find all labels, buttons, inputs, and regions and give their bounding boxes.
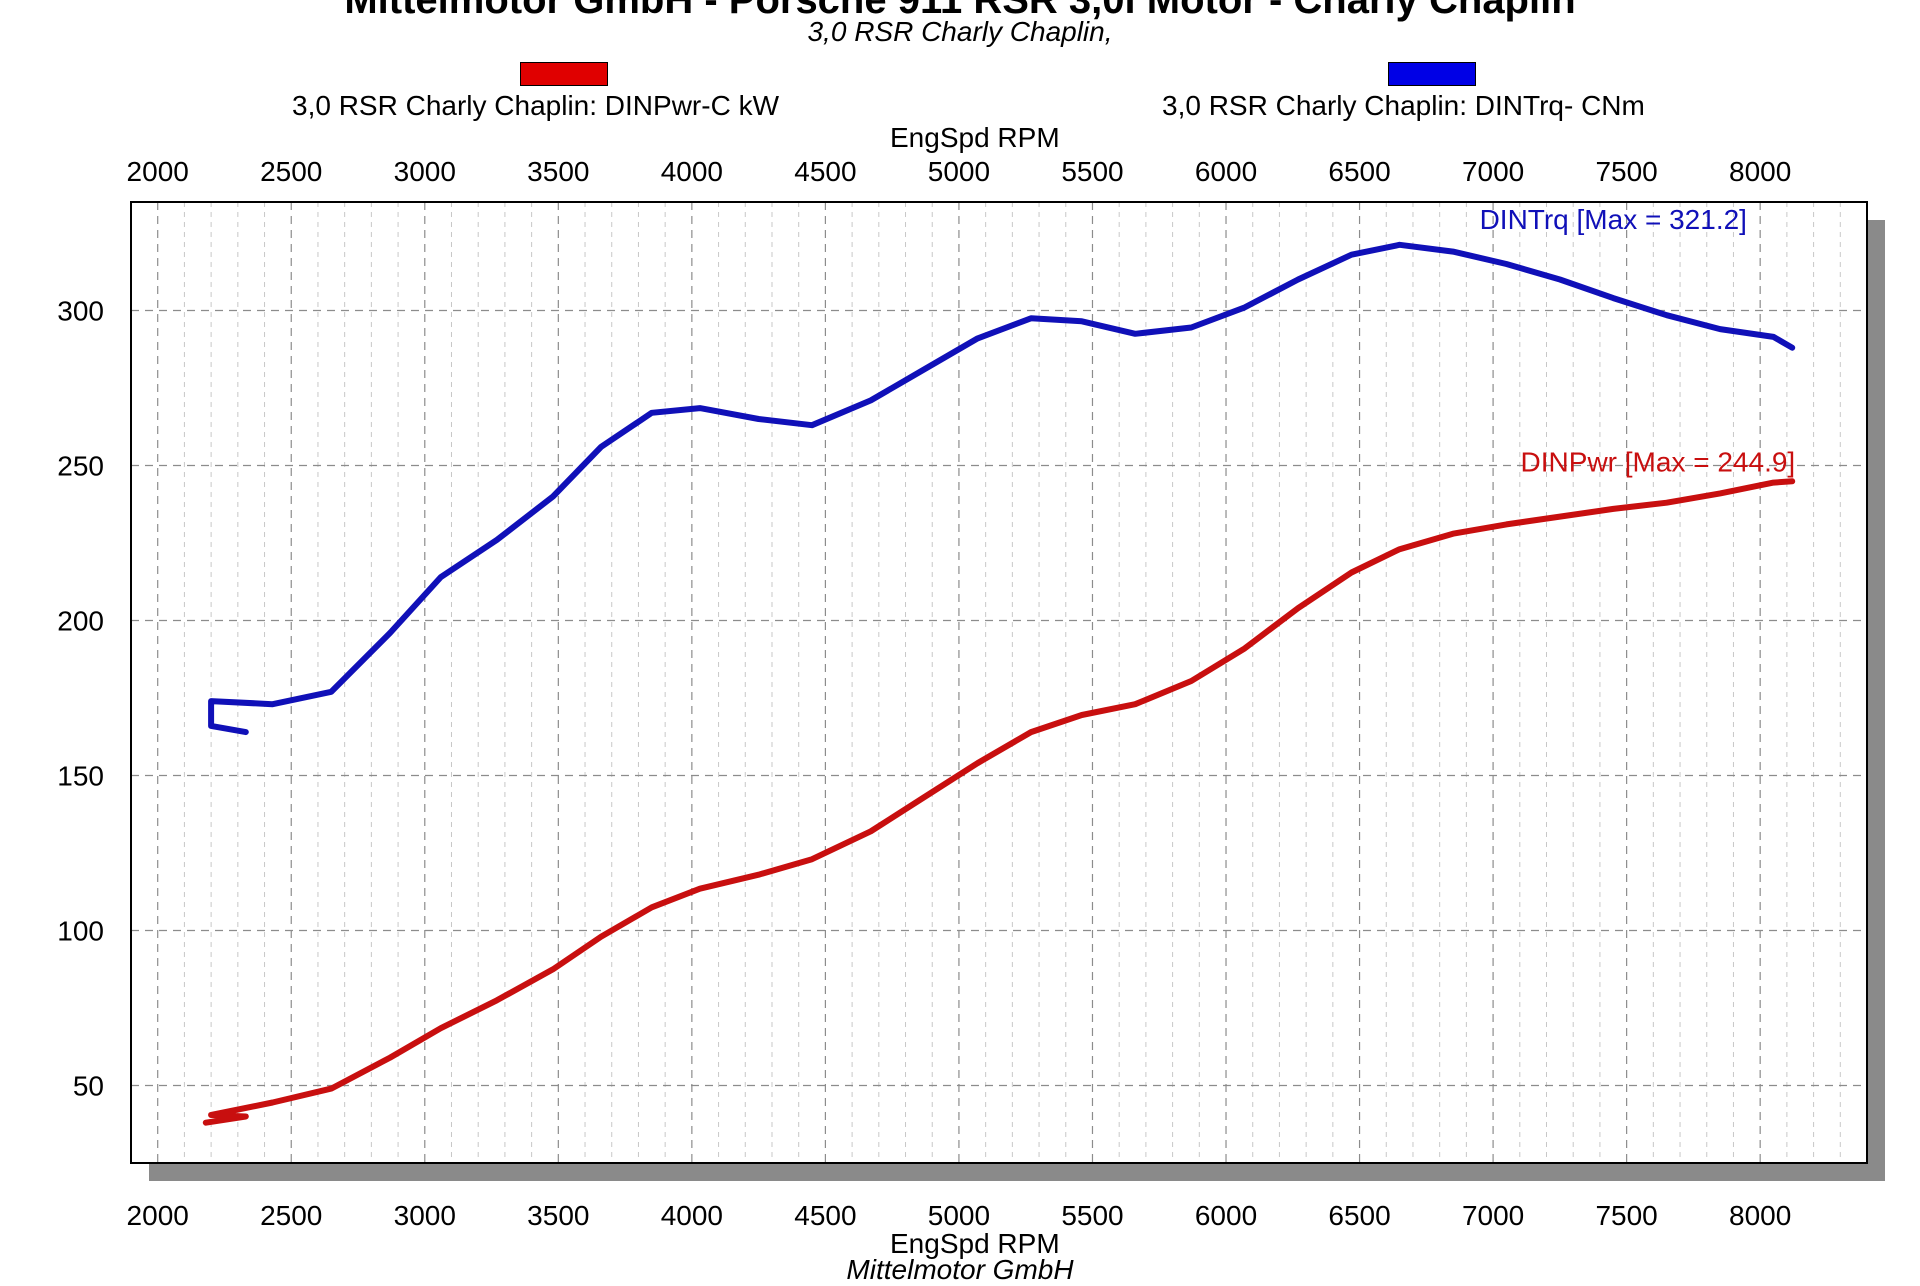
legend-swatch-power xyxy=(520,62,608,86)
x-tick-label-top: 7000 xyxy=(1462,156,1524,187)
x-axis-title-bottom: EngSpd RPM xyxy=(890,1228,1060,1259)
x-tick-label-top: 5000 xyxy=(928,156,990,187)
x-tick-label-top: 2500 xyxy=(260,156,322,187)
x-tick-label-bottom: 8000 xyxy=(1729,1200,1791,1231)
x-tick-label-bottom: 6500 xyxy=(1328,1200,1390,1231)
x-tick-label-top: 8000 xyxy=(1729,156,1791,187)
chart-title: Mittelmotor GmbH - Porsche 911 RSR 3,0l … xyxy=(344,0,1576,22)
x-tick-label-top: 4500 xyxy=(794,156,856,187)
x-tick-label-bottom: 4000 xyxy=(661,1200,723,1231)
x-axis-title-top: EngSpd RPM xyxy=(890,122,1060,153)
series-annotation-dinpwr: DINPwr [Max = 244.9] xyxy=(1521,446,1796,477)
plot-frame xyxy=(130,201,1868,1164)
x-tick-label-bottom: 2500 xyxy=(260,1200,322,1231)
legend-label-power: 3,0 RSR Charly Chaplin: DINPwr-C kW xyxy=(292,90,779,121)
x-tick-label-top: 6500 xyxy=(1328,156,1390,187)
y-tick-label: 100 xyxy=(57,916,104,947)
y-tick-label: 200 xyxy=(57,606,104,637)
x-tick-label-top: 6000 xyxy=(1195,156,1257,187)
series-annotation-dintrq: DINTrq [Max = 321.2] xyxy=(1480,204,1747,235)
y-tick-label: 50 xyxy=(73,1071,104,1102)
legend-swatch-torque xyxy=(1388,62,1476,86)
series-line-dinpwr xyxy=(202,478,1796,1126)
x-tick-label-bottom: 7000 xyxy=(1462,1200,1524,1231)
x-tick-label-top: 2000 xyxy=(127,156,189,187)
x-tick-label-bottom: 7500 xyxy=(1595,1200,1657,1231)
x-tick-label-bottom: 2000 xyxy=(127,1200,189,1231)
y-tick-label: 300 xyxy=(57,296,104,327)
x-tick-label-bottom: 3500 xyxy=(527,1200,589,1231)
legend-label-torque: 3,0 RSR Charly Chaplin: DINTrq- CNm xyxy=(1162,90,1645,121)
chart-footer: Mittelmotor GmbH xyxy=(846,1254,1074,1285)
x-tick-label-top: 5500 xyxy=(1061,156,1123,187)
x-tick-label-bottom: 5500 xyxy=(1061,1200,1123,1231)
x-tick-label-bottom: 3000 xyxy=(394,1200,456,1231)
plot-background xyxy=(131,202,1867,1163)
x-tick-label-bottom: 6000 xyxy=(1195,1200,1257,1231)
x-tick-label-bottom: 5000 xyxy=(928,1200,990,1231)
y-tick-label: 150 xyxy=(57,761,104,792)
x-tick-label-top: 3000 xyxy=(394,156,456,187)
x-tick-label-bottom: 4500 xyxy=(794,1200,856,1231)
x-tick-label-top: 4000 xyxy=(661,156,723,187)
chart-subtitle: 3,0 RSR Charly Chaplin, xyxy=(807,16,1113,47)
series-line-dintrq xyxy=(208,241,1796,736)
x-tick-label-top: 7500 xyxy=(1595,156,1657,187)
y-tick-label: 250 xyxy=(57,451,104,482)
x-tick-label-top: 3500 xyxy=(527,156,589,187)
